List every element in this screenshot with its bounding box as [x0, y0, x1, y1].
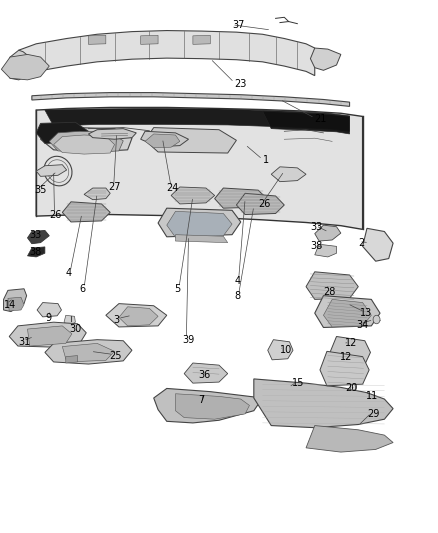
Polygon shape: [176, 394, 250, 419]
Polygon shape: [1, 54, 49, 80]
Polygon shape: [330, 336, 371, 366]
Polygon shape: [106, 304, 167, 327]
Text: 38: 38: [311, 241, 323, 252]
Text: 12: 12: [340, 352, 352, 361]
Polygon shape: [311, 48, 341, 70]
Polygon shape: [36, 122, 88, 143]
Polygon shape: [141, 131, 188, 147]
Polygon shape: [84, 188, 110, 200]
Text: 5: 5: [175, 284, 181, 294]
Text: 20: 20: [345, 383, 357, 393]
Text: 14: 14: [4, 300, 16, 310]
Text: 2: 2: [358, 238, 364, 248]
Text: 11: 11: [366, 391, 378, 401]
Polygon shape: [37, 303, 61, 317]
Circle shape: [373, 316, 380, 324]
Text: 33: 33: [30, 230, 42, 240]
Polygon shape: [176, 235, 228, 243]
Polygon shape: [306, 272, 358, 300]
Text: 26: 26: [258, 199, 271, 209]
Text: 34: 34: [356, 320, 368, 330]
Polygon shape: [88, 35, 106, 44]
Polygon shape: [64, 316, 75, 326]
Text: 6: 6: [80, 284, 86, 294]
Text: 8: 8: [234, 290, 240, 301]
Polygon shape: [49, 131, 123, 152]
Polygon shape: [36, 165, 67, 176]
Polygon shape: [8, 297, 24, 311]
Text: 29: 29: [367, 409, 379, 419]
Text: 15: 15: [292, 378, 304, 388]
Polygon shape: [320, 351, 369, 386]
Text: 36: 36: [198, 370, 210, 380]
Polygon shape: [315, 244, 336, 257]
Text: 4: 4: [66, 268, 72, 278]
Polygon shape: [28, 247, 45, 257]
Polygon shape: [41, 127, 132, 152]
Polygon shape: [141, 35, 158, 44]
Polygon shape: [254, 379, 393, 427]
Text: 9: 9: [45, 313, 51, 324]
Polygon shape: [167, 212, 232, 237]
Polygon shape: [363, 228, 393, 261]
Text: 12: 12: [345, 338, 357, 349]
Text: 4: 4: [234, 276, 240, 286]
Polygon shape: [62, 343, 115, 362]
Circle shape: [350, 384, 356, 391]
Text: 3: 3: [114, 314, 120, 325]
Polygon shape: [215, 188, 267, 208]
Text: 35: 35: [34, 184, 46, 195]
Text: 39: 39: [182, 335, 194, 345]
Polygon shape: [32, 93, 350, 107]
Polygon shape: [119, 307, 158, 326]
Polygon shape: [62, 202, 110, 222]
Text: 1: 1: [262, 156, 268, 165]
Polygon shape: [154, 389, 262, 423]
Text: 37: 37: [232, 20, 244, 30]
Polygon shape: [45, 109, 350, 131]
Polygon shape: [306, 425, 393, 452]
Polygon shape: [6, 50, 36, 80]
Polygon shape: [28, 230, 49, 244]
Text: 31: 31: [19, 337, 31, 347]
Polygon shape: [88, 128, 136, 139]
Polygon shape: [4, 289, 27, 312]
Polygon shape: [145, 134, 180, 148]
Polygon shape: [237, 193, 284, 215]
Polygon shape: [262, 111, 350, 134]
Text: 38: 38: [30, 247, 42, 257]
Polygon shape: [28, 326, 72, 346]
Text: 30: 30: [69, 324, 81, 334]
Text: 25: 25: [110, 351, 122, 361]
Polygon shape: [171, 187, 215, 204]
Text: 7: 7: [198, 395, 205, 405]
Text: 26: 26: [49, 209, 62, 220]
Polygon shape: [145, 127, 237, 153]
Text: 28: 28: [323, 287, 336, 297]
Polygon shape: [45, 340, 132, 364]
Text: 10: 10: [280, 345, 292, 356]
Polygon shape: [19, 30, 315, 78]
Polygon shape: [268, 340, 293, 360]
Polygon shape: [53, 135, 115, 154]
Text: 33: 33: [311, 222, 323, 232]
Polygon shape: [315, 225, 341, 241]
Text: 23: 23: [234, 78, 247, 88]
Polygon shape: [158, 208, 241, 237]
Polygon shape: [184, 363, 228, 383]
Polygon shape: [9, 322, 86, 347]
Text: 13: 13: [360, 308, 373, 318]
Polygon shape: [271, 167, 306, 182]
Polygon shape: [323, 300, 371, 327]
Polygon shape: [315, 296, 380, 327]
Polygon shape: [193, 35, 210, 44]
Text: 24: 24: [166, 183, 178, 193]
Polygon shape: [36, 108, 363, 229]
Text: 27: 27: [108, 182, 120, 192]
Polygon shape: [66, 356, 78, 363]
Text: 21: 21: [315, 114, 327, 124]
